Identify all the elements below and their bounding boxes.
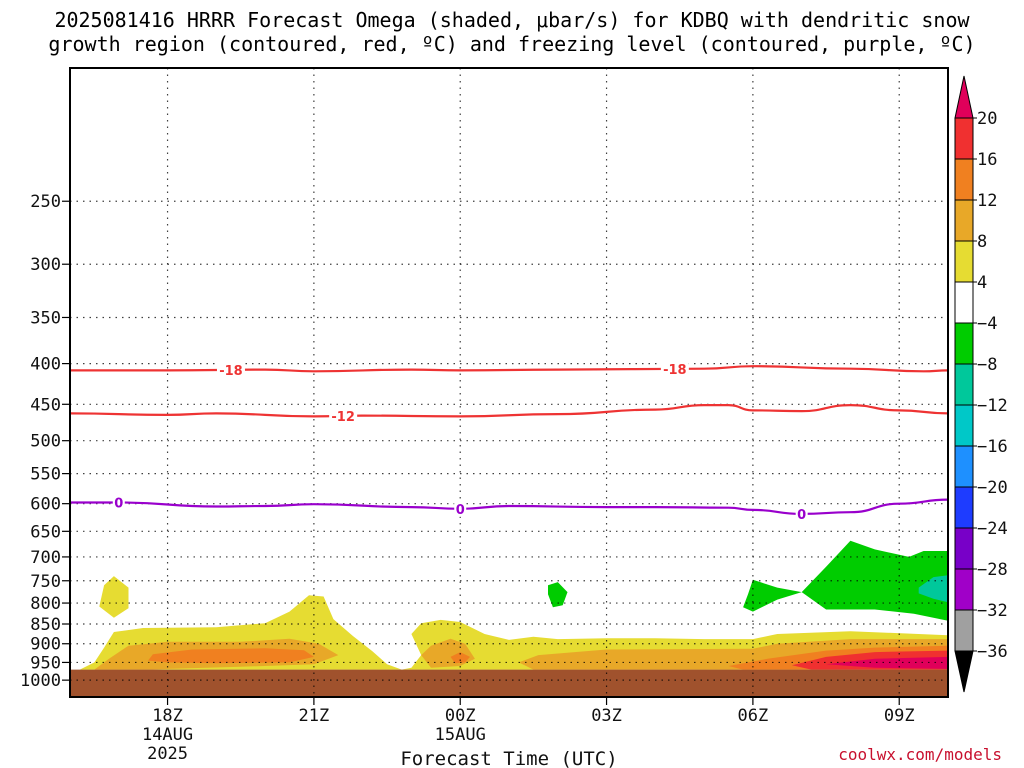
colorbar-tick-label: 8 [977,232,987,252]
x-tick-label: 18Z [152,706,183,726]
y-tick-label: 750 [30,572,61,592]
contour-label-mask [795,505,808,522]
omega-shaded-region [918,575,948,603]
omega-shaded-region [826,656,948,669]
chart-title: 2025081416 HRRR Forecast Omega (shaded, … [0,8,1024,56]
colorbar-swatch [954,322,974,365]
x-tick-label: 03Z [591,706,622,726]
colorbar-tick-label: −28 [977,560,1008,580]
contour-label: 0 [797,508,806,523]
y-tick-label: 450 [30,395,61,415]
y-tick-label: 400 [30,355,61,375]
contour-line [69,498,949,516]
colorbar-swatch [954,486,974,529]
omega-colorbar: 20 16 12 8 4 −4 −8 −12 −16 −20 −24 −28 −32 −36 [954,75,1008,693]
y-tick-label: 600 [30,495,61,515]
omega-shaded-region [548,582,568,608]
x-tick-label: 2025 [147,744,188,764]
ground-fill [70,669,948,697]
contour-label: -18 [219,364,243,379]
x-tick-label: 06Z [738,706,769,726]
y-tick-label: 300 [30,255,61,275]
x-tick-label: 21Z [299,706,330,726]
colorbar-bottom-arrow [954,650,974,693]
colorbar-swatch [954,404,974,447]
colorbar-tick-label: −12 [977,396,1008,416]
colorbar-tick-label: 16 [977,150,997,170]
contour-layer: -18 -18 -12 0 0 0 [69,360,949,523]
colorbar-tick-label: −32 [977,601,1008,621]
colorbar-swatch [954,609,974,652]
ground-layer [70,669,948,697]
chart-title-line-1: 2025081416 HRRR Forecast Omega (shaded, … [54,8,970,32]
colorbar-tick-label: −36 [977,642,1008,662]
y-tick-label: 550 [30,465,61,485]
source-credit: coolwx.com/models [838,745,1002,764]
colorbar-tick-label: 20 [977,109,997,129]
y-tick-label: 800 [30,594,61,614]
colorbar-swatch [954,527,974,570]
omega-shading-layer [79,540,949,670]
contour-label: -18 [663,363,687,378]
x-tick-label: 15AUG [435,725,486,745]
omega-shaded-region [99,576,129,618]
y-tick-label: 950 [30,653,61,673]
contour-label-mask [660,360,689,377]
contour-label-mask [454,500,467,517]
y-axis: 2503003504004505005506006507007508008509… [20,192,70,691]
contour-label-mask [112,494,125,511]
colorbar-swatch [954,240,974,283]
colorbar-swatch [954,281,974,324]
y-tick-label: 650 [30,522,61,542]
colorbar-swatch [954,445,974,488]
y-tick-label: 350 [30,308,61,328]
plot-frame [69,67,949,698]
y-tick-label: 700 [30,548,61,568]
contour-label: -12 [331,410,355,425]
grid-layer [70,68,948,697]
colorbar-swatch [954,568,974,611]
omega-shaded-region [743,540,948,621]
y-tick-label: 500 [30,432,61,452]
x-tick-label: 09Z [884,706,915,726]
contour-line [70,365,949,373]
colorbar-tick-label: 12 [977,191,997,211]
colorbar-tick-label: 4 [977,273,987,293]
contour-label-mask [216,361,245,378]
contour-label: 0 [456,503,465,518]
colorbar-tick-label: −16 [977,437,1008,457]
contour-label-mask [329,407,358,424]
contour-line [69,403,949,418]
y-tick-label: 850 [30,615,61,635]
colorbar-tick-label: −8 [977,355,997,375]
colorbar-swatch [954,363,974,406]
colorbar-top-arrow [954,75,974,119]
colorbar-tick-label: −20 [977,478,1008,498]
colorbar-tick-label: −24 [977,519,1008,539]
colorbar-swatch [954,199,974,242]
y-tick-label: 250 [30,192,61,212]
colorbar-tick-label: −4 [977,314,997,334]
y-tick-label: 1000 [20,671,61,691]
chart-title-line-2: growth region (contoured, red, ºC) and f… [48,32,976,56]
colorbar-swatch [954,117,974,160]
contour-label: 0 [114,497,123,512]
omega-shaded-region [450,652,470,664]
omega-shaded-region [148,648,314,664]
x-tick-label: 00Z [445,706,476,726]
x-tick-label: 14AUG [142,725,193,745]
x-axis-label: Forecast Time (UTC) [400,748,617,768]
colorbar-swatch [954,158,974,201]
y-tick-label: 900 [30,635,61,655]
